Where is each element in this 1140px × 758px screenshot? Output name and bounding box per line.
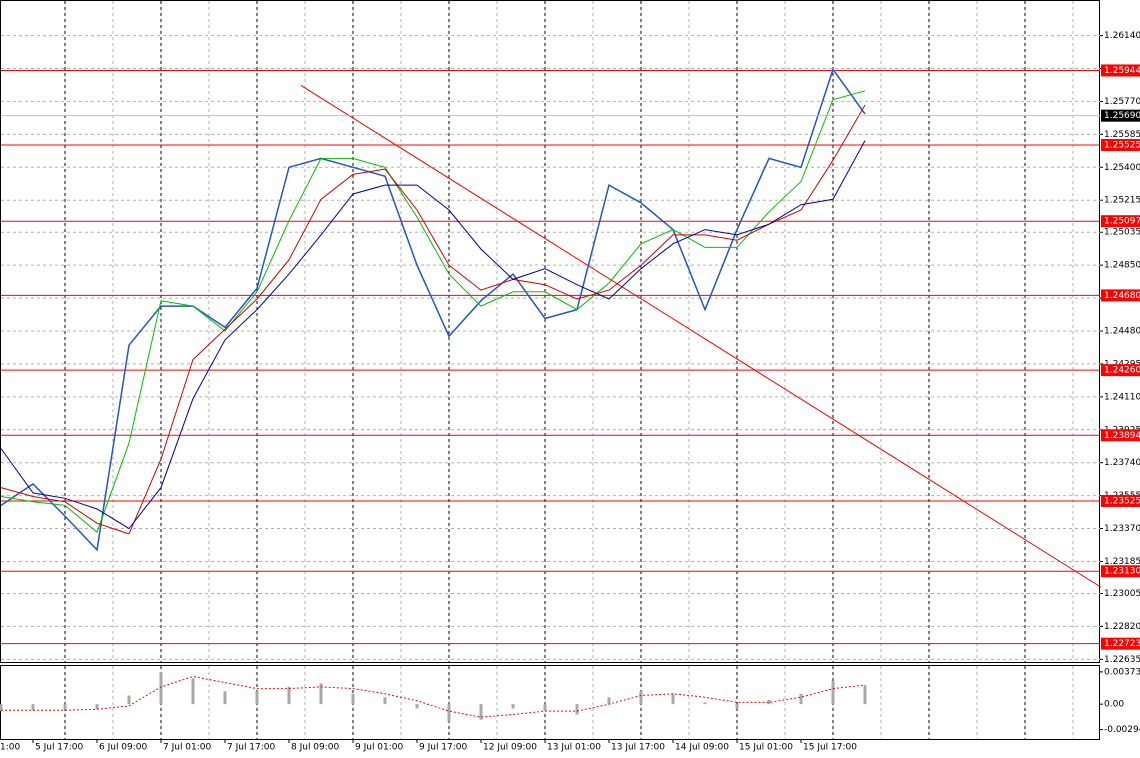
y-tick-label: 1.22820 bbox=[1104, 622, 1140, 632]
y-tick-label: 1.22635 bbox=[1104, 655, 1140, 665]
level-label-box bbox=[1101, 139, 1140, 152]
x-tick-label: 14 Jul 09:00 bbox=[675, 743, 729, 753]
level-label: 1.23894 bbox=[1104, 431, 1140, 441]
y-tick-label: -0.002942 bbox=[1104, 725, 1140, 735]
level-label: 1.24680 bbox=[1104, 291, 1140, 301]
x-tick-label: 6 Jul 09:00 bbox=[99, 743, 148, 753]
y-tick-label: 1.23740 bbox=[1104, 458, 1140, 468]
moving-average bbox=[0, 140, 866, 530]
level-label: 1.22723 bbox=[1104, 639, 1140, 649]
trendline bbox=[300, 84, 1102, 588]
level-label-box bbox=[1101, 289, 1140, 302]
y-tick-label: 0.00 bbox=[1104, 700, 1124, 710]
y-tick-label: 0.003733 bbox=[1104, 667, 1140, 677]
oscillator-panel-frame bbox=[0, 665, 1100, 740]
moving-average bbox=[0, 104, 866, 535]
y-tick-label: 1.24480 bbox=[1104, 327, 1140, 337]
y-tick-label: 1.25585 bbox=[1104, 130, 1140, 140]
x-tick-label: 9 Jul 17:00 bbox=[419, 743, 468, 753]
y-tick-label: 1.23185 bbox=[1104, 557, 1140, 567]
level-label-box bbox=[1101, 565, 1140, 578]
y-tick-label: 1.24850 bbox=[1104, 261, 1140, 271]
x-tick-label: 15 Jul 01:00 bbox=[739, 743, 793, 753]
y-tick-label: 1.25035 bbox=[1104, 228, 1140, 238]
y-tick-label: 1.25215 bbox=[1104, 196, 1140, 206]
moving-average bbox=[0, 90, 866, 533]
x-tick-label: 5 Jul 17:00 bbox=[35, 743, 84, 753]
oscillator-panel: 0.003733 0.00 -0.002942 bbox=[0, 667, 1140, 735]
price-panel: 1.261401.259551.257701.255851.254001.252… bbox=[0, 31, 1140, 753]
level-label-box bbox=[1101, 364, 1140, 377]
level-label: 1.23525 bbox=[1104, 496, 1140, 506]
level-label-box bbox=[1101, 637, 1140, 650]
x-tick-label: 1:00 bbox=[0, 743, 20, 753]
x-tick-label: 13 Jul 01:00 bbox=[547, 743, 601, 753]
x-tick-label: 13 Jul 17:00 bbox=[611, 743, 665, 753]
y-tick-label: 1.25770 bbox=[1104, 97, 1140, 107]
level-label-box bbox=[1101, 64, 1140, 77]
level-label-box bbox=[1101, 429, 1140, 442]
level-label: 1.25944 bbox=[1104, 66, 1140, 76]
x-tick-label: 8 Jul 09:00 bbox=[291, 743, 340, 753]
y-tick-label: 1.25400 bbox=[1104, 163, 1140, 173]
y-tick-label: 1.23370 bbox=[1104, 524, 1140, 534]
x-tick-label: 9 Jul 01:00 bbox=[355, 743, 404, 753]
level-label-box bbox=[1101, 215, 1140, 228]
x-tick-label: 7 Jul 01:00 bbox=[163, 743, 212, 753]
level-label: 1.23130 bbox=[1104, 567, 1140, 577]
level-label: 1.24260 bbox=[1104, 366, 1140, 376]
level-label-box bbox=[1101, 494, 1140, 507]
level-label: 1.25097 bbox=[1104, 217, 1140, 227]
price-line bbox=[0, 67, 866, 552]
level-label: 1.25525 bbox=[1104, 141, 1140, 151]
x-tick-label: 7 Jul 17:00 bbox=[227, 743, 276, 753]
current-price-label: 1.25690 bbox=[1104, 111, 1140, 121]
y-tick-label: 1.26140 bbox=[1104, 31, 1140, 41]
y-tick-label: 1.23005 bbox=[1104, 589, 1140, 599]
x-tick-label: 12 Jul 09:00 bbox=[483, 743, 537, 753]
x-tick-label: 15 Jul 17:00 bbox=[803, 743, 857, 753]
current-price-box bbox=[1101, 109, 1140, 122]
y-tick-label: 1.24110 bbox=[1104, 392, 1140, 402]
